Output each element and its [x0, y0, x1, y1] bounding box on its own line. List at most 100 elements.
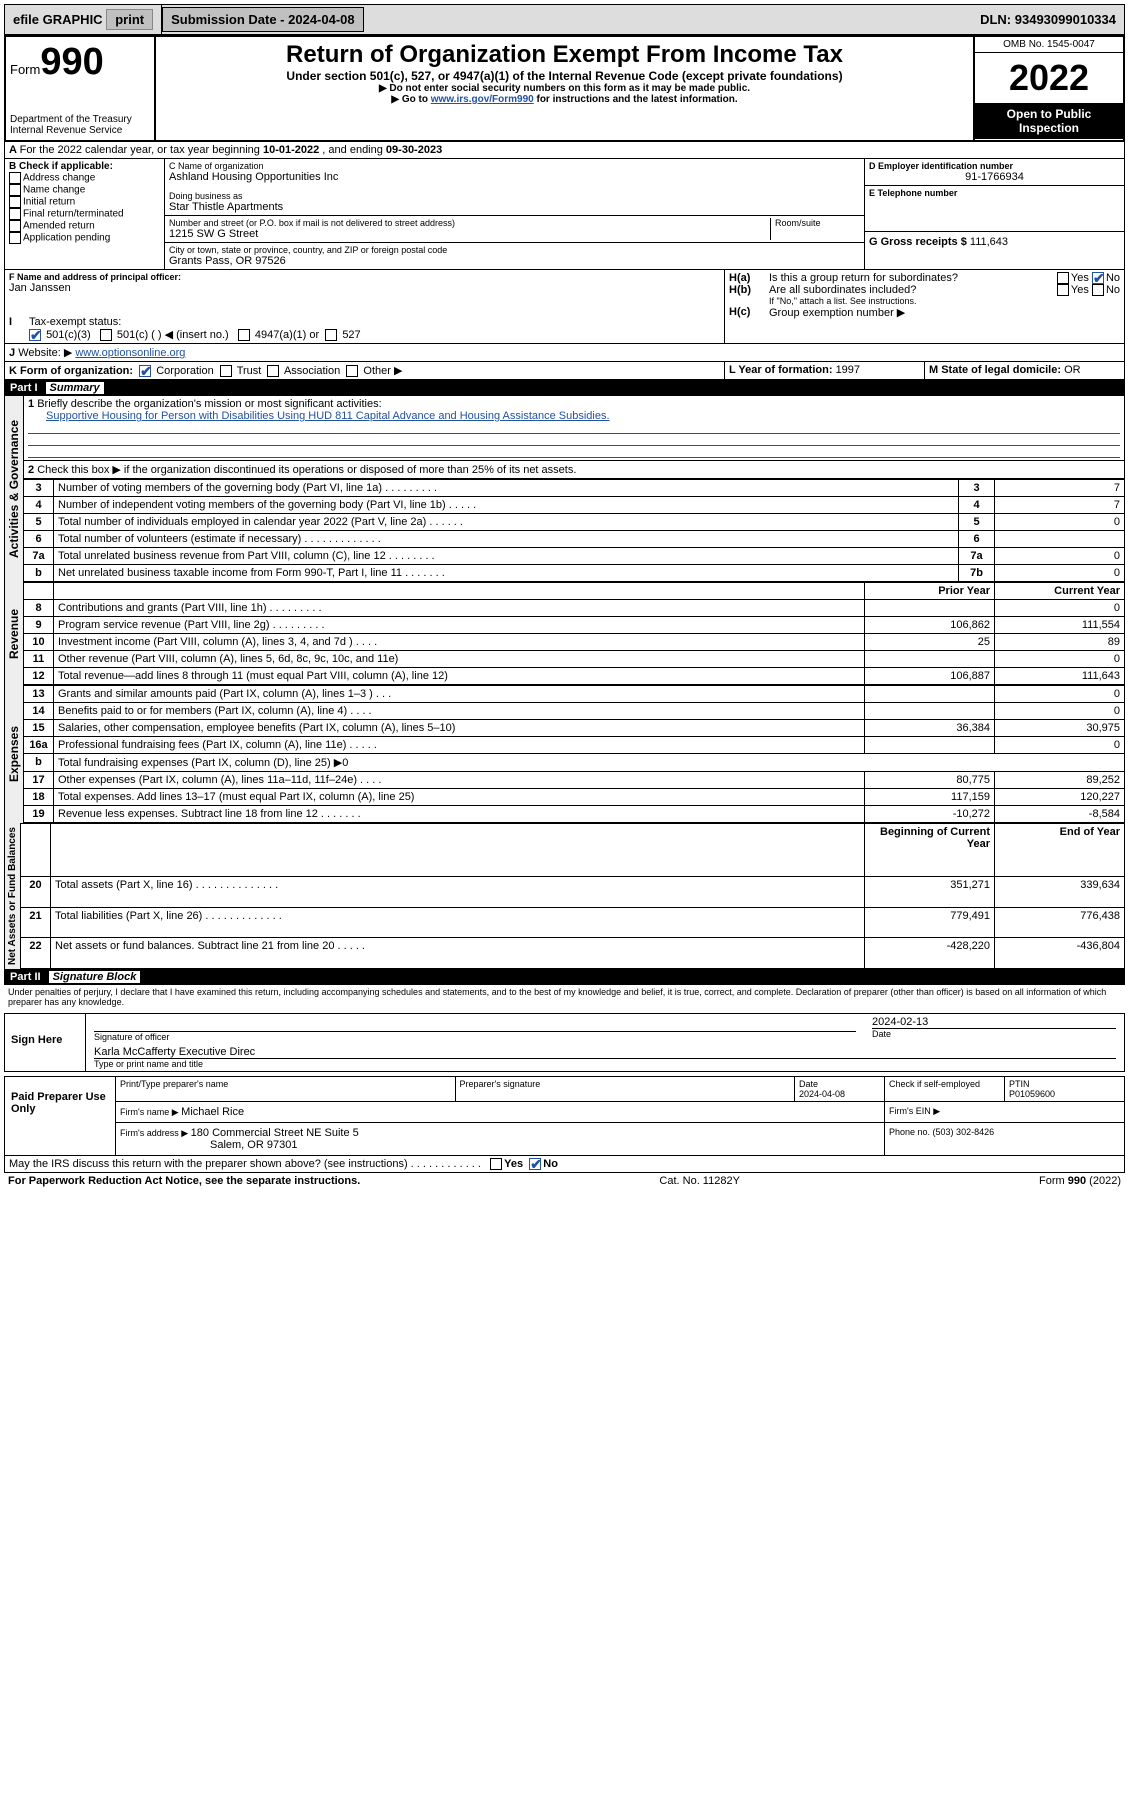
row-num: 14 [24, 703, 54, 720]
row-prior: 25 [865, 634, 995, 651]
prep-name-label: Print/Type preparer's name [116, 1077, 455, 1101]
ha-yes[interactable] [1057, 272, 1069, 284]
part-ii-header: Part II Signature Block [4, 969, 1125, 985]
mayirs-yes[interactable] [490, 1158, 502, 1170]
check-final[interactable]: Final return/terminated [9, 208, 160, 220]
row-val [995, 531, 1125, 548]
row-num: 21 [21, 907, 51, 938]
ein-label: D Employer identification number [869, 161, 1120, 171]
row-num: 18 [24, 789, 54, 806]
row-desc: Benefits paid to or for members (Part IX… [54, 703, 865, 720]
sign-here-block: Sign Here Signature of officer 2024-02-1… [4, 1013, 1125, 1072]
mayirs-no[interactable] [529, 1158, 541, 1170]
declaration: Under penalties of perjury, I declare th… [4, 985, 1125, 1009]
check-amended[interactable]: Amended return [9, 220, 160, 232]
check-address[interactable]: Address change [9, 172, 160, 184]
org-name-label: C Name of organization [169, 161, 860, 171]
ein: 91-1766934 [869, 171, 1120, 183]
row-num: 13 [24, 686, 54, 703]
dba-label: Doing business as [169, 191, 860, 201]
row-prior [865, 651, 995, 668]
check-501c3[interactable] [29, 329, 41, 341]
firm-phone: (503) 302-8426 [933, 1127, 995, 1137]
check-527[interactable] [325, 329, 337, 341]
row-num: 15 [24, 720, 54, 737]
box-b: B Check if applicable: Address change Na… [5, 159, 165, 269]
row-desc: Number of independent voting members of … [54, 497, 959, 514]
self-emp: Check if self-employed [884, 1077, 1004, 1101]
print-button[interactable]: print [106, 9, 153, 30]
row-desc: Total assets (Part X, line 16) . . . . .… [51, 876, 865, 907]
tax-status-label: Tax-exempt status: [29, 316, 121, 328]
row-curr: 111,554 [995, 617, 1125, 634]
row-num: 11 [24, 651, 54, 668]
row-desc: Total revenue—add lines 8 through 11 (mu… [54, 668, 865, 685]
footer-mid: Cat. No. 11282Y [659, 1175, 740, 1187]
row-desc: Contributions and grants (Part VIII, lin… [54, 600, 865, 617]
row-desc: Salaries, other compensation, employee b… [54, 720, 865, 737]
row-num: 8 [24, 600, 54, 617]
row-desc: Net assets or fund balances. Subtract li… [51, 938, 865, 969]
row-num: 4 [24, 497, 54, 514]
footer-left: For Paperwork Reduction Act Notice, see … [8, 1175, 360, 1187]
block-f-h: F Name and address of principal officer:… [4, 270, 1125, 344]
line-klm: K Form of organization: Corporation Trus… [4, 362, 1125, 380]
footer-right: Form 990 (2022) [1039, 1175, 1121, 1187]
row-key: 6 [959, 531, 995, 548]
row-val: 7 [995, 480, 1125, 497]
check-other[interactable] [346, 365, 358, 377]
irs-link[interactable]: www.irs.gov/Form990 [431, 94, 534, 105]
check-4947[interactable] [238, 329, 250, 341]
col-header: End of Year [995, 824, 1125, 877]
hc-text: Group exemption number ▶ [769, 306, 905, 319]
efile-label: efile GRAPHIC print [5, 5, 162, 34]
check-initial[interactable]: Initial return [9, 196, 160, 208]
row-num: 19 [24, 806, 54, 823]
ptin: P01059600 [1009, 1089, 1055, 1099]
col-header: Current Year [995, 583, 1125, 600]
check-501c[interactable] [100, 329, 112, 341]
check-assoc[interactable] [267, 365, 279, 377]
hb-yes[interactable] [1057, 284, 1069, 296]
row-prior: -428,220 [865, 938, 995, 969]
section-governance: Activities & Governance 1 Briefly descri… [4, 396, 1125, 582]
row-desc: Grants and similar amounts paid (Part IX… [54, 686, 865, 703]
website-link[interactable]: www.optionsonline.org [75, 347, 185, 359]
row-curr: 776,438 [995, 907, 1125, 938]
phone-label: E Telephone number [869, 188, 1120, 198]
row-val: 0 [995, 548, 1125, 565]
ha-no[interactable] [1092, 272, 1104, 284]
row-num: b [24, 565, 54, 582]
check-trust[interactable] [220, 365, 232, 377]
hb-no[interactable] [1092, 284, 1104, 296]
page-footer: For Paperwork Reduction Act Notice, see … [4, 1173, 1125, 1189]
row-num: 7a [24, 548, 54, 565]
submission-date: Submission Date - 2024-04-08 [162, 7, 364, 32]
officer-name-title: Karla McCafferty Executive Direc [94, 1046, 255, 1058]
q1-label: Briefly describe the organization's miss… [37, 398, 381, 410]
room-label: Room/suite [775, 218, 860, 228]
firm-name: Michael Rice [181, 1106, 244, 1118]
row-curr: 0 [995, 651, 1125, 668]
section-expenses: Expenses 13 Grants and similar amounts p… [4, 685, 1125, 823]
row-prior: 351,271 [865, 876, 995, 907]
gross-receipts: 111,643 [970, 236, 1008, 248]
check-corp[interactable] [139, 365, 151, 377]
paid-preparer-block: Paid Preparer Use Only Print/Type prepar… [4, 1076, 1125, 1156]
box-c: C Name of organization Ashland Housing O… [165, 159, 864, 269]
check-pending[interactable]: Application pending [9, 232, 160, 244]
part-i-header: Part I Summary [4, 380, 1125, 396]
street-label: Number and street (or P.O. box if mail i… [169, 218, 770, 228]
row-prior [865, 703, 995, 720]
row-curr: 0 [995, 686, 1125, 703]
row-prior [865, 600, 995, 617]
row-curr: 30,975 [995, 720, 1125, 737]
row-num: 9 [24, 617, 54, 634]
check-name[interactable]: Name change [9, 184, 160, 196]
row-prior: -10,272 [865, 806, 995, 823]
box-b-title: B Check if applicable: [9, 161, 160, 172]
row-curr: -436,804 [995, 938, 1125, 969]
row-desc: Number of voting members of the governin… [54, 480, 959, 497]
form-header: Form990 Department of the Treasury Inter… [4, 35, 1125, 142]
sidebar-expenses: Expenses [4, 685, 23, 823]
